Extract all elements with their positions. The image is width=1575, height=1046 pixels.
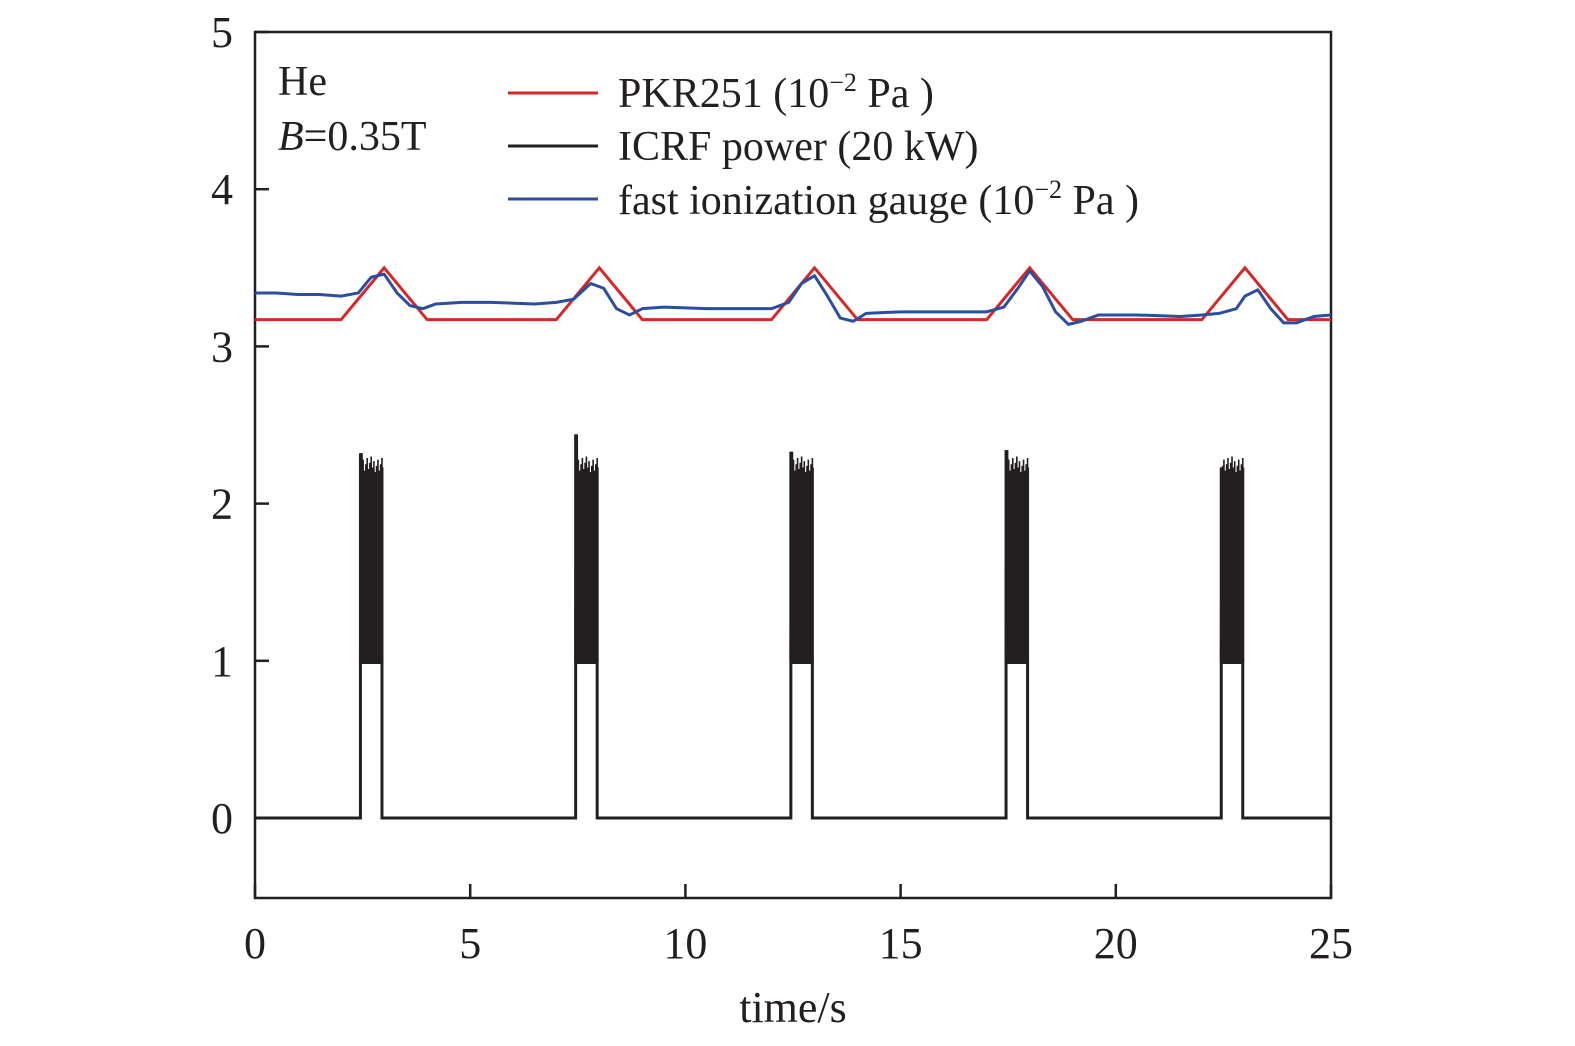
annotation-gas: He [278,59,327,105]
legend-label-icrf: ICRF power (20 kW) [618,124,978,170]
icrf-pulse-oscillation [1220,456,1244,664]
legend-label-gauge: fast ionization gauge (10−2 Pa ) [618,175,1139,224]
y-axis-ticks: 0 1 2 3 4 5 [211,8,269,843]
y-tick-label-2: 2 [211,480,233,529]
y-tick-label-5: 5 [211,8,233,57]
x-tick-label-20: 20 [1094,919,1138,968]
legend-pkr251-exponent: −2 [829,68,857,97]
legend-gauge-base: fast ionization gauge (10 [618,178,1034,224]
y-tick-label-4: 4 [211,165,233,214]
icrf-pulse-1 [358,453,384,664]
icrf-pulse-5 [1219,456,1245,664]
icrf-pulse-oscillation [574,456,598,664]
series-layer [255,265,1332,820]
y-tick-label-3: 3 [211,322,233,371]
x-tick-label-5: 5 [459,919,481,968]
legend-pkr251-base: PKR251 (10 [618,71,829,117]
icrf-pulse-4 [1004,450,1030,664]
annotation-field: B=0.35T [278,114,427,160]
legend-pkr251-tail: Pa ) [857,71,934,117]
icrf-pulse-oscillation [359,456,383,664]
x-tick-label-10: 10 [663,919,707,968]
y-tick-label-1: 1 [211,637,233,686]
x-axis-label: time/s [739,983,847,1032]
legend-label-pkr251: PKR251 (10−2 Pa ) [618,68,934,117]
legend-gauge-tail: Pa ) [1062,178,1139,224]
x-tick-label-0: 0 [244,919,266,968]
series-pkr251-line [255,265,1331,322]
plot-frame [253,30,1333,900]
x-axis-ticks: 0 5 10 15 20 25 [244,884,1353,968]
icrf-pulse-oscillation [790,456,814,664]
series-fast-ionization-gauge-line [255,269,1332,326]
legend-gauge-exponent: −2 [1034,175,1062,204]
icrf-pulse-oscillation [1005,456,1029,664]
icrf-pulse-2 [574,434,599,664]
annotation-field-value: =0.35T [304,114,427,160]
icrf-pulse-3 [789,451,814,664]
x-tick-label-15: 15 [879,919,923,968]
y-tick-label-0: 0 [211,794,233,843]
x-tick-label-25: 25 [1309,919,1353,968]
annotation-field-symbol: B [278,114,304,160]
legend: PKR251 (10−2 Pa ) ICRF power (20 kW) fas… [508,68,1139,224]
